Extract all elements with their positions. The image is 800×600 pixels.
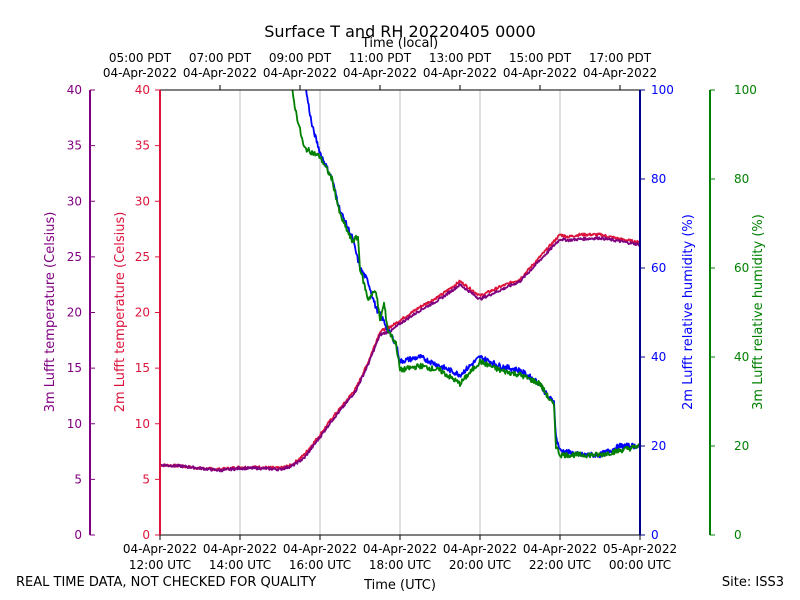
right-inner-tick-label: 20	[651, 439, 666, 453]
bottom-tick-date: 04-Apr-2022	[363, 542, 437, 556]
left-outer-tick-label: 20	[67, 306, 82, 320]
chart-title: Surface T and RH 20220405 0000	[264, 22, 536, 41]
top-tick-time: 07:00 PDT	[189, 51, 252, 65]
left-outer-tick-label: 25	[67, 250, 82, 264]
left-inner-tick-label: 15	[135, 361, 150, 375]
top-tick-date: 04-Apr-2022	[103, 66, 177, 80]
left-outer-tick-label: 15	[67, 361, 82, 375]
bottom-tick-date: 05-Apr-2022	[603, 542, 677, 556]
top-tick-date: 04-Apr-2022	[503, 66, 577, 80]
left-inner-tick-label: 10	[135, 417, 150, 431]
series-line-3m-lufft-relative-humidity	[291, 90, 640, 459]
left-outer-tick-label: 30	[67, 194, 82, 208]
right-inner-tick-label: 80	[651, 172, 666, 186]
left-inner-tick-label: 40	[135, 83, 150, 97]
left-inner-tick-label: 25	[135, 250, 150, 264]
left-outer-tick-label: 0	[74, 528, 82, 542]
series-line-3m-lufft-temperature	[160, 236, 640, 473]
right-outer-tick-label: 0	[734, 528, 742, 542]
bottom-tick-date: 04-Apr-2022	[523, 542, 597, 556]
top-tick-time: 13:00 PDT	[429, 51, 492, 65]
bottom-tick-time: 12:00 UTC	[129, 558, 191, 572]
site-label: Site: ISS3	[721, 575, 784, 590]
left-outer-tick-label: 5	[74, 472, 82, 486]
bottom-tick-time: 22:00 UTC	[529, 558, 591, 572]
right-outer-axis-label: 3m Lufft relative humidity (%)	[751, 214, 766, 410]
bottom-tick-time: 18:00 UTC	[369, 558, 431, 572]
quality-disclaimer: REAL TIME DATA, NOT CHECKED FOR QUALITY	[16, 575, 317, 590]
right-outer-tick-label: 60	[734, 261, 749, 275]
left-inner-tick-label: 5	[142, 472, 150, 486]
left-inner-axis-label: 2m Lufft temperature (Celsius)	[113, 212, 128, 413]
right-inner-tick-label: 0	[651, 528, 659, 542]
right-inner-tick-label: 100	[651, 83, 674, 97]
series-line-2m-lufft-relative-humidity	[305, 90, 640, 459]
top-tick-time: 05:00 PDT	[109, 51, 172, 65]
top-axis-label: Time (local)	[361, 36, 438, 51]
right-outer-tick-label: 20	[734, 439, 749, 453]
right-inner-axis-label: 2m Lufft relative humidity (%)	[681, 214, 696, 410]
right-outer-tick-label: 80	[734, 172, 749, 186]
left-inner-tick-label: 30	[135, 194, 150, 208]
top-tick-time: 15:00 PDT	[509, 51, 572, 65]
left-outer-tick-label: 10	[67, 417, 82, 431]
top-tick-date: 04-Apr-2022	[343, 66, 417, 80]
top-tick-date: 04-Apr-2022	[183, 66, 257, 80]
top-tick-time: 09:00 PDT	[269, 51, 332, 65]
right-inner-tick-label: 60	[651, 261, 666, 275]
top-tick-time: 11:00 PDT	[349, 51, 412, 65]
top-tick-date: 04-Apr-2022	[263, 66, 337, 80]
bottom-tick-date: 04-Apr-2022	[283, 542, 357, 556]
bottom-tick-time: 16:00 UTC	[289, 558, 351, 572]
left-outer-axis-label: 3m Lufft temperature (Celsius)	[43, 212, 58, 413]
bottom-tick-date: 04-Apr-2022	[203, 542, 277, 556]
right-outer-tick-label: 100	[734, 83, 757, 97]
bottom-tick-time: 00:00 UTC	[609, 558, 671, 572]
bottom-tick-time: 14:00 UTC	[209, 558, 271, 572]
bottom-tick-date: 04-Apr-2022	[443, 542, 517, 556]
left-outer-tick-label: 35	[67, 139, 82, 153]
bottom-tick-time: 20:00 UTC	[449, 558, 511, 572]
left-inner-tick-label: 20	[135, 306, 150, 320]
top-tick-date: 04-Apr-2022	[583, 66, 657, 80]
bottom-tick-date: 04-Apr-2022	[123, 542, 197, 556]
left-inner-tick-label: 35	[135, 139, 150, 153]
right-inner-tick-label: 40	[651, 350, 666, 364]
right-outer-tick-label: 40	[734, 350, 749, 364]
x-axis-label: Time (UTC)	[363, 578, 436, 593]
left-outer-tick-label: 40	[67, 83, 82, 97]
top-tick-time: 17:00 PDT	[589, 51, 652, 65]
top-tick-date: 04-Apr-2022	[423, 66, 497, 80]
left-inner-tick-label: 0	[142, 528, 150, 542]
